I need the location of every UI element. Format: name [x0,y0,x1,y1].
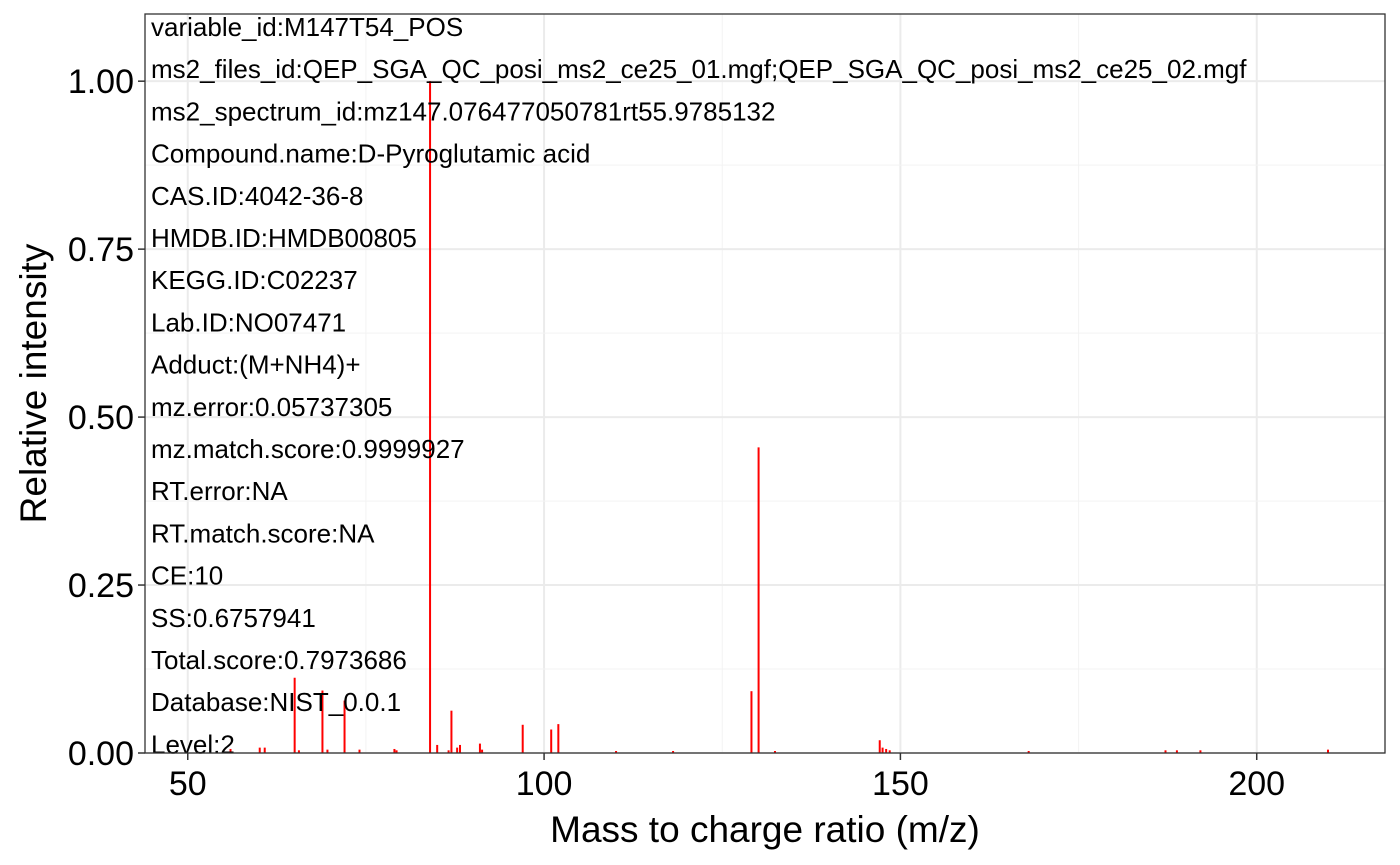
y-axis-title: Relative intensity [13,243,54,523]
annotation-line: mz.error:0.05737305 [151,392,392,422]
x-tick-label: 200 [1228,765,1285,803]
x-tick-label: 50 [169,765,207,803]
panel-border [144,13,1386,754]
annotation-line: ms2_files_id:QEP_SGA_QC_posi_ms2_ce25_01… [151,54,1247,84]
y-axis: 0.00 0.25 0.50 0.75 1.00 [68,63,145,773]
annotation-line: Database:NIST_0.0.1 [151,687,401,717]
annotation-line: RT.match.score:NA [151,518,375,548]
x-tick-label: 100 [516,765,573,803]
panel-background [145,14,1385,753]
y-tick-label: 0.25 [68,567,134,605]
annotation-line: ms2_spectrum_id:mz147.076477050781rt55.9… [151,96,775,126]
plot-panel [145,14,1385,753]
annotation-line: mz.match.score:0.9999927 [151,434,465,464]
y-tick-label: 1.00 [68,63,134,101]
annotation-line: KEGG.ID:C02237 [151,265,358,295]
annotation-line: RT.error:NA [151,476,288,506]
x-tick-label: 150 [872,765,929,803]
annotation-line: CE:10 [151,561,223,591]
annotation-line: variable_id:M147T54_POS [151,12,463,42]
y-tick-label: 0.75 [68,231,134,269]
peak-bars [229,81,1329,753]
annotation-line: HMDB.ID:HMDB00805 [151,223,417,253]
y-tick-label: 0.50 [68,399,134,437]
y-tick-label: 0.00 [68,735,134,773]
annotation-text: variable_id:M147T54_POS ms2_files_id:QEP_… [151,12,1247,759]
annotation-line: Lab.ID:NO07471 [151,307,346,337]
x-axis-title: Mass to charge ratio (m/z) [550,809,980,850]
x-axis: 50 100 150 200 [169,753,1285,803]
annotation-line: Total.score:0.7973686 [151,645,407,675]
annotation-line: Level:2 [151,729,235,759]
annotation-line: SS:0.6757941 [151,603,316,633]
annotation-line: CAS.ID:4042-36-8 [151,181,363,211]
annotation-line: Compound.name:D-Pyroglutamic acid [151,139,590,169]
annotation-line: Adduct:(M+NH4)+ [151,350,361,380]
